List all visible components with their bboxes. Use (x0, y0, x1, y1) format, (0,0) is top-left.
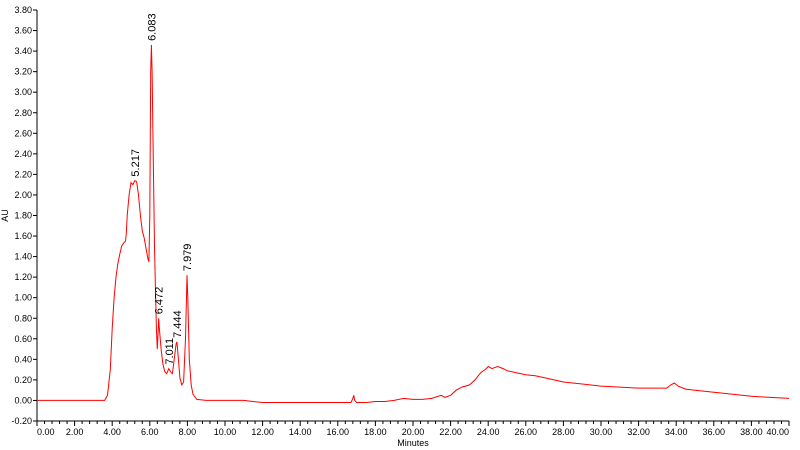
y-axis-label: AU (0, 209, 10, 222)
peak-label: 7.011 (164, 338, 176, 365)
y-tick-label: -0.20 (11, 416, 32, 426)
x-tick-label: 18.00 (364, 427, 387, 437)
y-tick-label: 2.80 (14, 108, 32, 118)
peak-label: 5.217 (130, 149, 142, 177)
y-tick-label: 0.40 (14, 354, 32, 364)
x-tick-label: 26.00 (515, 427, 538, 437)
x-tick-label: 40.00 (766, 427, 789, 437)
y-tick-label: 1.60 (14, 231, 32, 241)
y-tick-label: 2.20 (14, 169, 32, 179)
y-tick-label: 3.20 (14, 67, 32, 77)
y-tick-label: 0.20 (14, 375, 32, 385)
y-tick-label: 0.60 (14, 334, 32, 344)
x-tick-label: 28.00 (552, 427, 575, 437)
x-tick-label: 24.00 (477, 427, 500, 437)
y-tick-label: 1.40 (14, 252, 32, 262)
y-tick-label: 2.60 (14, 128, 32, 138)
y-tick-label: 1.80 (14, 211, 32, 221)
x-tick-label: 10.00 (214, 427, 237, 437)
y-tick-label: 3.40 (14, 46, 32, 56)
x-tick-label: 16.00 (327, 427, 350, 437)
x-axis-label: Minutes (397, 438, 429, 448)
x-tick-label: 22.00 (439, 427, 462, 437)
y-tick-label: 1.00 (14, 293, 32, 303)
x-tick-label: 34.00 (665, 427, 688, 437)
y-tick-label: 2.40 (14, 149, 32, 159)
x-tick-label: 2.00 (66, 427, 84, 437)
y-tick-label: 0.00 (14, 395, 32, 405)
chromatogram-trace (37, 44, 790, 403)
x-tick-label: 0.00 (37, 427, 55, 437)
x-tick-label: 30.00 (590, 427, 613, 437)
y-tick-label: 3.00 (14, 87, 32, 97)
y-tick-label: 2.00 (14, 190, 32, 200)
y-tick-label: 3.60 (14, 26, 32, 36)
x-tick-label: 38.00 (740, 427, 763, 437)
peak-label: 7.444 (172, 310, 184, 338)
x-tick-label: 36.00 (703, 427, 726, 437)
x-axis-ticks: 0.00 2.00 4.00 6.00 8.00 10.00 12.00 14.00 16.00… (36, 421, 790, 437)
x-tick-label: 4.00 (103, 427, 121, 437)
x-tick-label: 6.00 (141, 427, 159, 437)
peak-label: 6.472 (154, 287, 166, 315)
x-tick-label: 12.00 (251, 427, 274, 437)
y-axis-ticks: -0.20 0.00 0.20 0.40 0.60 0.80 1.00 1.20 1.40 1.6… (11, 5, 37, 426)
peak-label: 6.083 (146, 13, 158, 41)
x-tick-label: 32.00 (627, 427, 650, 437)
x-tick-label: 20.00 (402, 427, 425, 437)
x-tick-label: 8.00 (179, 427, 197, 437)
y-tick-label: 3.80 (14, 5, 32, 15)
y-tick-label: 0.80 (14, 313, 32, 323)
x-tick-label: 14.00 (289, 427, 312, 437)
peak-label: 7.979 (182, 244, 194, 272)
y-tick-label: 1.20 (14, 272, 32, 282)
